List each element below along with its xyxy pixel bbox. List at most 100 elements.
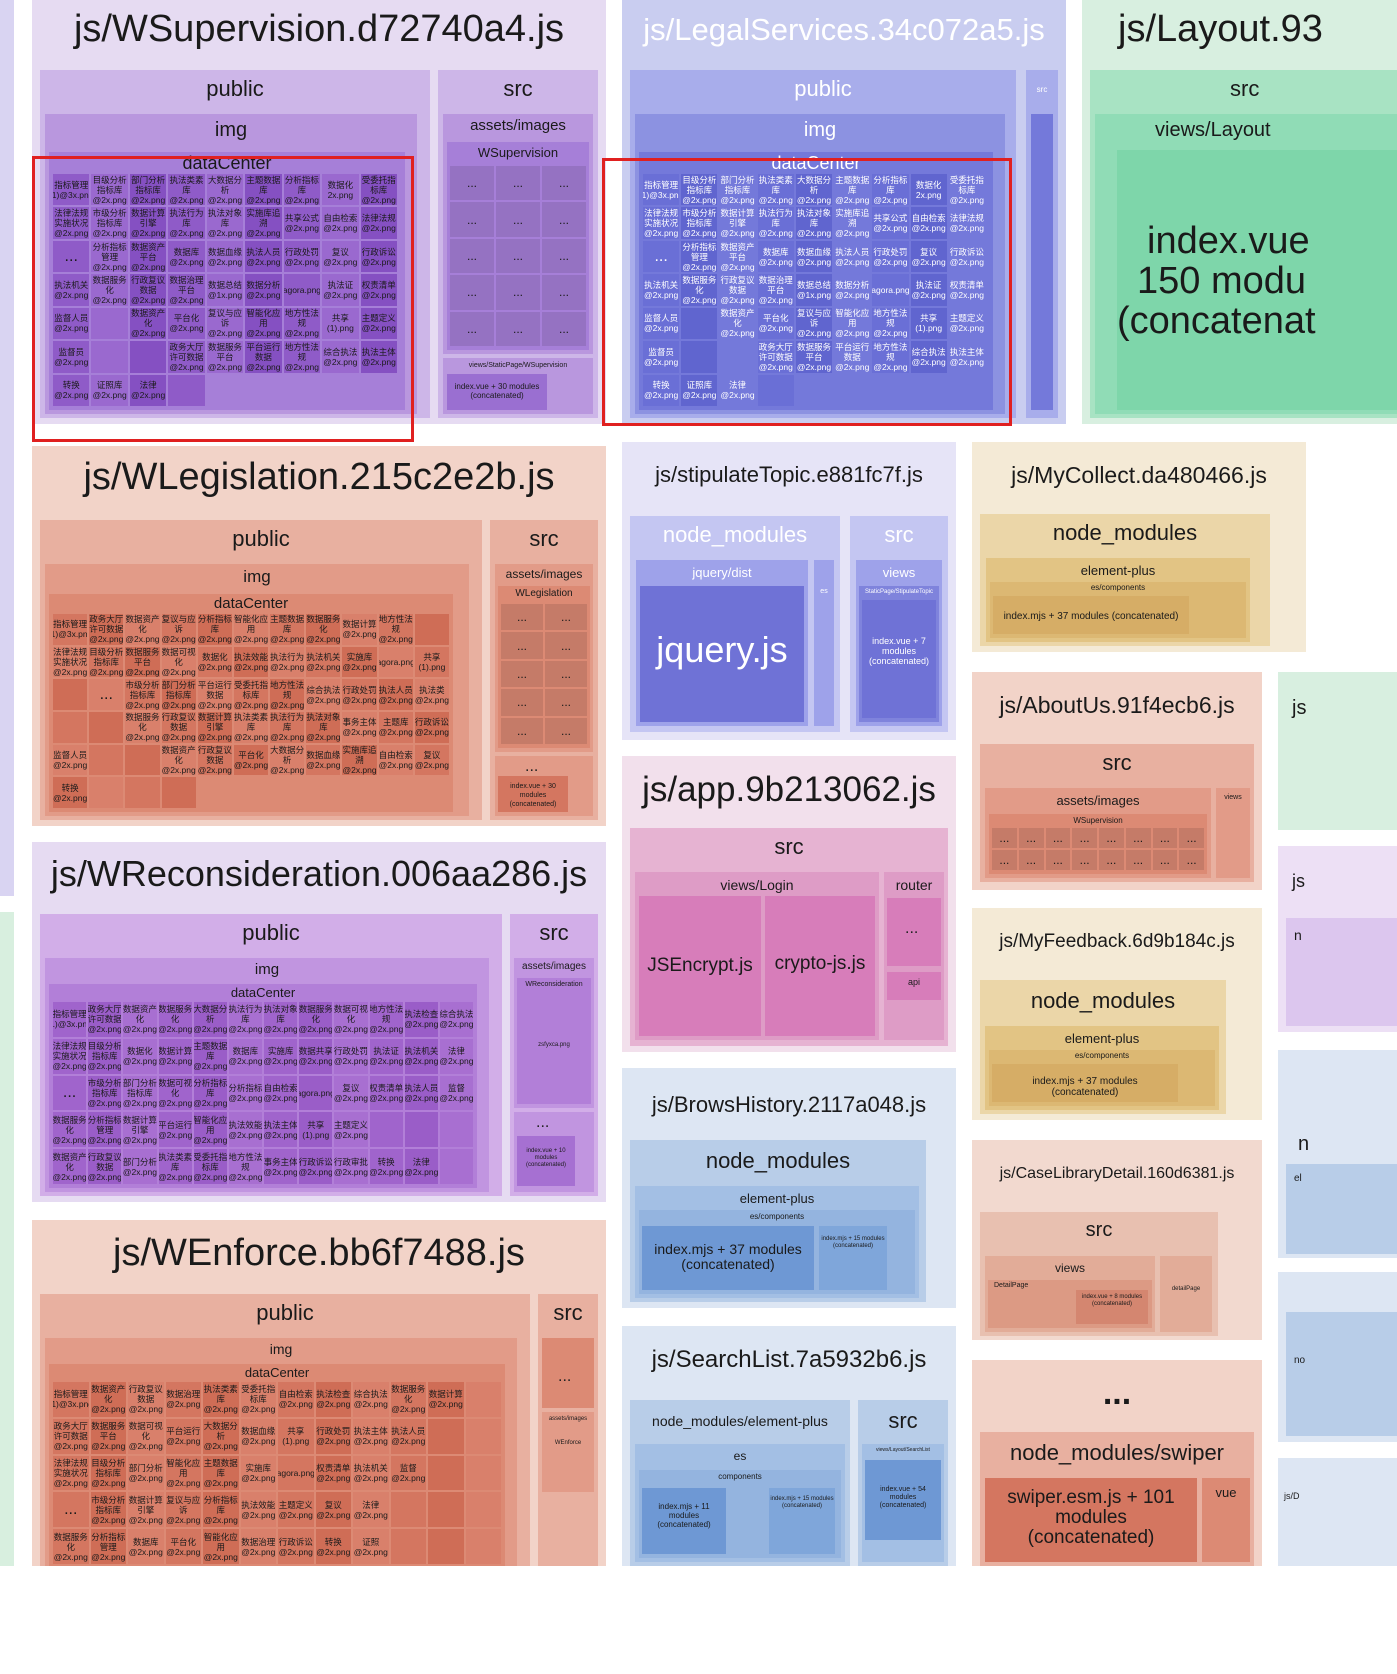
file-cell[interactable]: agora.png (299, 1075, 333, 1111)
more-files-cell[interactable]: ... (53, 1075, 87, 1111)
folder-datacenter[interactable]: dataCenter 指标管理(1)@3x.png政务大厅许可数据@2x.png… (49, 594, 453, 812)
file-cell[interactable] (53, 711, 88, 743)
more-files-cell[interactable]: ... (545, 717, 587, 744)
file-cell[interactable]: 数据服务平台@2x.png (125, 646, 160, 678)
folder-element-plus[interactable]: element-plus es/components index.mjs + 3… (985, 1026, 1219, 1110)
module-index-vue[interactable]: index.vue + 10 modules (concatenated) (517, 1136, 575, 1186)
file-cell[interactable]: 部门分析@2x.png (128, 1455, 164, 1491)
file-cell[interactable]: 受委托指标库@2x.png (240, 1382, 276, 1417)
file-cell[interactable] (681, 341, 718, 373)
more-files-cell[interactable]: ... (501, 717, 543, 744)
file-cell[interactable]: 事务主体@2x.png (264, 1149, 298, 1184)
folder-src[interactable]: src assets/images WSupervision .........… (438, 70, 598, 418)
file-cell[interactable]: 行政复议数据@2x.png (197, 744, 232, 776)
router-module[interactable]: ... (887, 898, 941, 966)
file-cell[interactable]: 法律法规@2x.png (948, 207, 985, 239)
file-cell[interactable]: 数据血缘@2x.png (306, 744, 341, 776)
file-cell[interactable]: agora.png (872, 274, 909, 306)
file-cell[interactable] (53, 679, 88, 710)
chunk-wreconsideration[interactable]: js/WReconsideration.006aa286.js public i… (32, 842, 606, 1202)
more-files-cell[interactable]: ... (450, 202, 494, 237)
chunk-wlegislation[interactable]: js/WLegislation.215c2e2b.js public img d… (32, 446, 606, 826)
edge-chunk-right-3[interactable]: n el (1278, 1050, 1397, 1258)
folder-assets-images[interactable]: assets/images WSupervision .............… (985, 788, 1211, 878)
more-files-cell[interactable]: ... (501, 632, 543, 659)
file-cell[interactable]: 共享(1).png (278, 1418, 314, 1454)
more-files-cell[interactable]: ... (1018, 828, 1044, 848)
file-cell[interactable]: 数据计算引擎@2x.png (719, 207, 756, 239)
file-cell[interactable]: 行政复议数据@2x.png (88, 1149, 122, 1184)
folder-img[interactable]: img dataCenter 指标管理(1)@3x.png目级分析指标库@2x.… (635, 114, 1005, 414)
file-cell[interactable]: 执法证@2x.png (369, 1038, 403, 1074)
folder-img[interactable]: img dataCenter 指标管理(1)@3x.png政务大厅许可数据@2x… (45, 564, 469, 816)
file-cell[interactable]: 主题数据库@2x.png (270, 614, 305, 645)
file-cell[interactable]: 法律@2x.png (129, 374, 167, 406)
folder-detailpage[interactable]: DetailPage index.vue + 8 modules (concat… (988, 1280, 1152, 1328)
more-files-cell[interactable]: ... (992, 828, 1017, 848)
folder-router[interactable]: router ... api (884, 872, 944, 1040)
folder-static-page[interactable]: StaticPage/StipulateTopic index.vue + 7 … (859, 586, 939, 722)
folder-wsupervision[interactable]: WSupervision ...........................… (447, 142, 589, 350)
module-index-vue[interactable]: index.vue + 30 modules (concatenated) (498, 776, 568, 812)
file-cell[interactable]: 地方性法规@2x.png (283, 307, 321, 340)
more-files-cell[interactable]: ... (1099, 828, 1124, 848)
folder-src[interactable]: src views/Login JSEncrypt.js crypto-js.j… (630, 828, 948, 1046)
file-cell[interactable]: 分析指标库@2x.png (203, 1492, 239, 1528)
more-files-cell[interactable]: ... (1018, 850, 1044, 870)
file-cell[interactable]: 智能化应用@2x.png (245, 307, 282, 340)
folder-src[interactable]: src assets/images WLegislation .........… (490, 520, 598, 820)
file-cell[interactable]: 分析指标@2x.png (228, 1075, 262, 1111)
file-cell[interactable] (757, 374, 794, 406)
more-files-cell[interactable]: ... (545, 604, 587, 631)
file-cell[interactable]: 复议与应诉@2x.png (165, 1492, 201, 1528)
file-cell[interactable]: 目级分析指标库@2x.png (88, 1038, 122, 1074)
src-module[interactable]: ... (542, 1338, 594, 1408)
file-cell[interactable]: 综合执法@2x.png (439, 1002, 473, 1037)
file-cell[interactable]: 复议@2x.png (322, 240, 359, 273)
file-cell[interactable]: 执法效能@2x.png (240, 1492, 276, 1528)
file-cell[interactable]: 数据可视化@2x.png (161, 646, 196, 678)
file-cell[interactable]: 智能化应用@2x.png (834, 307, 871, 340)
more-files-cell[interactable]: ... (1072, 828, 1097, 848)
chunk-wsupervision[interactable]: js/WSupervision.d72740a4.js public img d… (32, 0, 606, 424)
folder-node-modules[interactable]: node_modules element-plus es/components … (980, 514, 1270, 646)
file-cell[interactable] (428, 1418, 464, 1454)
file-cell[interactable]: 执法证@2x.png (322, 274, 359, 306)
more-files-cell[interactable]: ... (542, 311, 586, 346)
file-cell[interactable]: 行政诉讼@2x.png (278, 1529, 314, 1564)
file-cell[interactable]: 执法机关@2x.png (306, 646, 341, 678)
file-cell[interactable]: 综合执法@2x.png (910, 341, 947, 373)
folder-views[interactable]: views DetailPage index.vue + 8 modules (… (985, 1256, 1155, 1332)
folder-src[interactable]: src views/Layout index.vue 150 modu (con… (1090, 70, 1397, 418)
edge-chunk-right-5[interactable]: js/D (1278, 1458, 1397, 1566)
file-cell[interactable]: 执法主体@2x.png (360, 341, 397, 373)
folder-datacenter[interactable]: dataCenter 指标管理(1)@3x.png数据资产化@2x.png行政复… (49, 1364, 505, 1566)
file-cell[interactable]: 分析指标管理@2x.png (91, 240, 128, 273)
file-cell[interactable]: 市级分析指标库@2x.png (88, 1075, 122, 1111)
file-cell[interactable]: 大数据分析@2x.png (795, 174, 833, 206)
file-cell[interactable]: 权责清单@2x.png (369, 1075, 403, 1111)
file-cell[interactable] (439, 1112, 473, 1148)
file-cell[interactable]: 执法主体@2x.png (264, 1112, 298, 1148)
file-cell[interactable]: 复议@2x.png (910, 240, 947, 273)
folder-views[interactable]: views/Layout/SearchList index.vue + 54 m… (862, 1444, 944, 1562)
module-index-vue[interactable]: index.vue 150 modu (concatenat (1117, 150, 1397, 410)
file-cell[interactable]: 数据库@2x.png (228, 1038, 262, 1074)
folder-public[interactable]: public img dataCenter 指标管理(1)@3x.png政务大厅… (40, 520, 482, 820)
file-cell[interactable]: 共享公式@2x.png (283, 207, 321, 239)
file-cell[interactable]: 政务大厅许可数据@2x.png (757, 341, 794, 373)
file-cell[interactable]: 行政复议数据@2x.png (129, 274, 167, 306)
file-cell[interactable]: 平台化@2x.png (168, 307, 205, 340)
more-files-cell[interactable]: ... (496, 238, 540, 274)
file-cell[interactable]: 平台运行数据@2x.png (834, 341, 871, 373)
file-cell[interactable]: 受委托指标库@2x.png (193, 1149, 227, 1184)
file-cell[interactable]: 平台化@2x.png (757, 307, 794, 340)
file-cell[interactable]: 地方性法规@2x.png (872, 341, 909, 373)
file-cell[interactable] (161, 777, 196, 808)
file-cell[interactable]: 行政处罚@2x.png (334, 1038, 368, 1074)
file-cell[interactable]: 复议与应诉@2x.png (206, 307, 244, 340)
file-cell[interactable]: 指标管理(1)@3x.png (643, 174, 680, 206)
folder-src[interactable]: src views StaticPage/StipulateTopic inde… (850, 516, 948, 732)
module-index-mjs-2[interactable]: index.mjs + 15 modules (concatenated) (819, 1226, 887, 1290)
folder-datacenter[interactable]: dataCenter 指标管理(1)@3x.png政务大厅许可数据@2x.png… (49, 984, 477, 1188)
